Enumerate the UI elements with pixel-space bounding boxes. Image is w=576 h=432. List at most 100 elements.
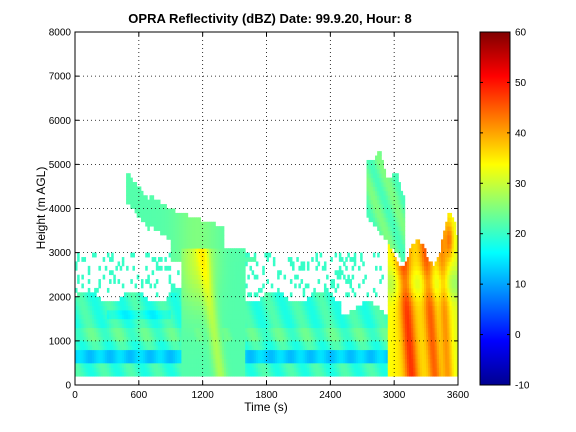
reflectivity-cell (132, 362, 135, 368)
reflectivity-cell (132, 199, 135, 205)
reflectivity-cell (379, 217, 382, 223)
reflectivity-cell (215, 248, 218, 254)
reflectivity-cell (338, 257, 342, 262)
reflectivity-cell (136, 208, 140, 214)
reflectivity-cell (183, 314, 187, 320)
reflectivity-cell (400, 332, 404, 337)
reflectivity-cell (436, 292, 440, 298)
reflectivity-cell (423, 332, 427, 337)
reflectivity-cell (272, 292, 276, 298)
reflectivity-cell (375, 159, 378, 165)
reflectivity-cell (189, 292, 193, 298)
reflectivity-cell (172, 362, 176, 368)
reflectivity-cell (87, 309, 91, 315)
reflectivity-cell (223, 292, 227, 298)
reflectivity-cell (417, 257, 421, 262)
reflectivity-cell (236, 270, 240, 276)
reflectivity-cell (406, 279, 410, 284)
reflectivity-cell (389, 208, 393, 214)
reflectivity-cell (147, 340, 150, 346)
reflectivity-cell (328, 314, 331, 320)
reflectivity-cell (236, 314, 240, 320)
reflectivity-cell (396, 327, 399, 333)
reflectivity-cell (385, 177, 389, 183)
reflectivity-cell (236, 301, 240, 306)
reflectivity-cell (149, 367, 152, 373)
reflectivity-cell (198, 345, 201, 351)
reflectivity-cell (440, 248, 444, 254)
reflectivity-cell (179, 367, 182, 373)
reflectivity-cell (223, 332, 227, 337)
reflectivity-cell (381, 168, 384, 174)
reflectivity-cell (157, 340, 161, 346)
reflectivity-cell (315, 305, 318, 311)
reflectivity-cell (447, 318, 450, 324)
reflectivity-cell (206, 332, 210, 337)
reflectivity-cell (449, 283, 453, 289)
reflectivity-cell (96, 362, 99, 368)
reflectivity-cell (402, 305, 406, 311)
reflectivity-cell (200, 354, 204, 359)
reflectivity-cell (219, 305, 223, 311)
reflectivity-cell (232, 323, 235, 329)
reflectivity-cell (381, 195, 384, 201)
reflectivity-cell (168, 345, 172, 351)
reflectivity-cell (75, 305, 78, 311)
reflectivity-cell (277, 349, 280, 355)
reflectivity-cell (364, 274, 367, 280)
reflectivity-cell (419, 257, 423, 262)
reflectivity-cell (445, 314, 448, 320)
colorbar-tick-label: 50 (515, 78, 527, 89)
reflectivity-cell (83, 362, 87, 368)
reflectivity-cell (187, 261, 191, 267)
reflectivity-cell (98, 354, 101, 359)
reflectivity-cell (147, 318, 150, 324)
reflectivity-cell (155, 199, 159, 205)
reflectivity-cell (217, 243, 221, 249)
reflectivity-cell (155, 309, 159, 315)
reflectivity-cell (113, 323, 116, 329)
y-tick-label: 3000 (49, 248, 72, 259)
reflectivity-cell (102, 327, 106, 333)
reflectivity-cell (179, 287, 182, 293)
reflectivity-cell (206, 371, 210, 377)
reflectivity-cell (162, 323, 165, 329)
reflectivity-cell (389, 358, 393, 364)
reflectivity-cell (349, 358, 353, 364)
reflectivity-cell (87, 340, 91, 346)
reflectivity-cell (138, 362, 142, 368)
reflectivity-cell (179, 309, 182, 315)
reflectivity-cell (402, 332, 406, 337)
reflectivity-cell (253, 257, 257, 262)
reflectivity-cell (198, 221, 201, 227)
reflectivity-cell (92, 336, 95, 342)
reflectivity-cell (134, 208, 138, 214)
reflectivity-cell (385, 358, 389, 364)
reflectivity-cell (81, 362, 84, 368)
reflectivity-cell (304, 371, 308, 377)
reflectivity-cell (287, 340, 291, 346)
reflectivity-cell (415, 239, 418, 245)
reflectivity-cell (421, 349, 425, 355)
reflectivity-cell (357, 314, 361, 320)
reflectivity-cell (266, 354, 270, 359)
reflectivity-cell (138, 314, 142, 320)
reflectivity-cell (183, 354, 187, 359)
reflectivity-cell (443, 252, 446, 258)
reflectivity-cell (334, 314, 338, 320)
reflectivity-cell (253, 332, 257, 337)
reflectivity-cell (375, 221, 378, 227)
reflectivity-cell (128, 314, 131, 320)
reflectivity-cell (300, 371, 304, 377)
reflectivity-cell (296, 274, 299, 280)
reflectivity-cell (362, 314, 365, 320)
reflectivity-cell (160, 226, 163, 231)
reflectivity-cell (368, 182, 372, 187)
reflectivity-cell (260, 287, 263, 293)
reflectivity-cell (377, 349, 380, 355)
reflectivity-cell (257, 371, 261, 377)
reflectivity-cell (189, 323, 193, 329)
reflectivity-cell (311, 349, 314, 355)
reflectivity-cell (221, 301, 225, 306)
reflectivity-cell (330, 327, 333, 333)
